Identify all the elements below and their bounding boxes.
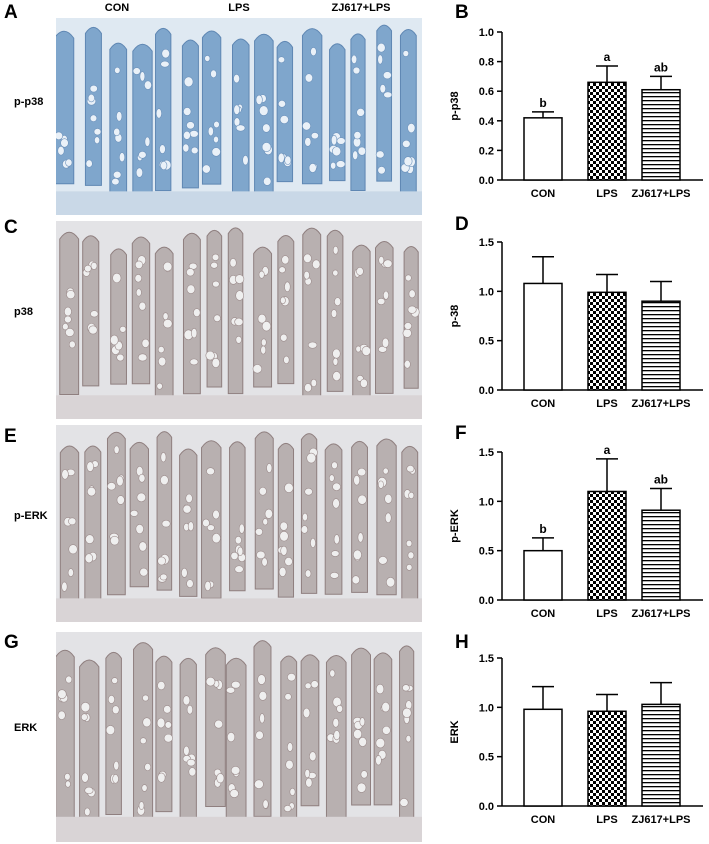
chart-erk: 0.0 0.5 1.0 1.5 ERK CON LPS ZJ617+LPS (449, 653, 703, 826)
micrograph-p38-zj617-lps (300, 221, 422, 419)
x-tick-label: ZJ617+LPS (631, 814, 690, 826)
bar-p-erk-1 (587, 490, 627, 601)
bar-p38-0 (523, 282, 563, 391)
panel-letter-c: C (4, 217, 18, 238)
significance-letter: b (539, 96, 546, 110)
micrograph-p-p38-con (56, 18, 178, 215)
y-axis-label: p-38 (449, 305, 461, 328)
y-tick-label: 1.5 (479, 447, 494, 459)
significance-letter: a (604, 443, 611, 457)
row-label-p-p38: p-p38 (14, 96, 44, 108)
chart-p38: 0.0 0.5 1.0 1.5 p-38 CON LPS ZJ617+LPS (449, 237, 703, 410)
y-axis-label: ERK (449, 720, 461, 743)
y-tick-label: 0.5 (479, 546, 494, 558)
bar-erk-2 (641, 703, 681, 807)
x-tick-label: LPS (596, 814, 617, 826)
bar-p38-1 (587, 291, 627, 391)
significance-letter: ab (654, 473, 668, 487)
bar-p-erk-2 (641, 509, 681, 601)
x-tick-label: CON (531, 188, 556, 200)
row-label-p-erk: p-ERK (14, 510, 48, 522)
micrograph-p-erk-con (56, 425, 178, 622)
y-tick-label: 0.5 (479, 336, 494, 348)
y-tick-label: 1.0 (479, 496, 494, 508)
x-tick-label: ZJ617+LPS (631, 608, 690, 620)
x-tick-label: LPS (596, 608, 617, 620)
y-tick-label: 0.0 (479, 595, 494, 607)
micrograph-erk-lps (178, 632, 300, 842)
bar-p-p38-1 (587, 81, 627, 181)
x-tick-label: ZJ617+LPS (631, 188, 690, 200)
panel-letter-d: D (455, 214, 469, 235)
y-tick-label: 1.0 (479, 27, 494, 39)
x-tick-label: CON (531, 398, 556, 410)
column-header-lps: LPS (228, 2, 250, 14)
panel-letter-f: F (455, 423, 467, 444)
y-tick-label: 0.0 (479, 385, 494, 397)
y-tick-label: 0.6 (479, 86, 494, 98)
micrograph-p38-lps (178, 221, 300, 419)
panel-letter-e: E (4, 426, 17, 447)
x-tick-label: LPS (596, 398, 617, 410)
micrograph-p38-con (56, 221, 178, 419)
y-tick-label: 1.0 (479, 702, 494, 714)
chart-p-erk: 0.0 0.5 1.0 1.5 p-ERK b CON a LPS ab ZJ617+LPS (449, 443, 703, 620)
bar-p-p38-2 (641, 88, 681, 181)
significance-letter: b (539, 522, 546, 536)
micrograph-p-erk-lps (178, 425, 300, 622)
panel-letter-b: B (455, 2, 469, 23)
bar-erk-0 (523, 708, 563, 807)
column-header-con: CON (104, 2, 130, 14)
micrograph-p-p38-zj617-lps (300, 18, 422, 215)
y-tick-label: 0.5 (479, 752, 494, 764)
column-header-zj617-lps: ZJ617+LPS (331, 2, 391, 14)
y-axis-label: p-ERK (449, 509, 461, 543)
y-tick-label: 1.5 (479, 653, 494, 665)
x-tick-label: CON (531, 608, 556, 620)
y-tick-label: 0.0 (479, 175, 494, 187)
x-tick-label: ZJ617+LPS (631, 398, 690, 410)
row-label-p38: p38 (14, 306, 33, 318)
y-tick-label: 0.2 (479, 145, 494, 157)
significance-letter: ab (654, 60, 668, 74)
panel-letter-a: A (4, 2, 18, 23)
micrograph-erk-zj617-lps (300, 632, 422, 842)
row-label-erk: ERK (14, 722, 38, 734)
significance-letter: a (604, 50, 611, 64)
y-tick-label: 0.4 (479, 116, 495, 128)
bar-erk-1 (587, 710, 627, 807)
y-tick-label: 1.5 (479, 237, 494, 249)
panel-letter-g: G (4, 632, 19, 653)
y-axis-label: p-p38 (449, 91, 461, 120)
x-tick-label: LPS (596, 188, 617, 200)
y-tick-label: 1.0 (479, 286, 494, 298)
x-tick-label: CON (531, 814, 556, 826)
chart-p-p38: 0.0 0.2 0.4 0.6 0.8 1.0 p-p38 b CON a LPS ab ZJ617+L… (449, 27, 703, 200)
micrograph-erk-con (56, 632, 178, 842)
bar-p-p38-0 (523, 117, 563, 181)
panel-letter-h: H (455, 632, 469, 653)
micrograph-p-erk-zj617-lps (300, 425, 422, 622)
y-tick-label: 0.0 (479, 801, 494, 813)
y-tick-label: 0.8 (479, 57, 494, 69)
bar-p38-2 (641, 300, 681, 391)
bar-p-erk-0 (523, 549, 563, 601)
micrograph-p-p38-lps (178, 18, 300, 215)
